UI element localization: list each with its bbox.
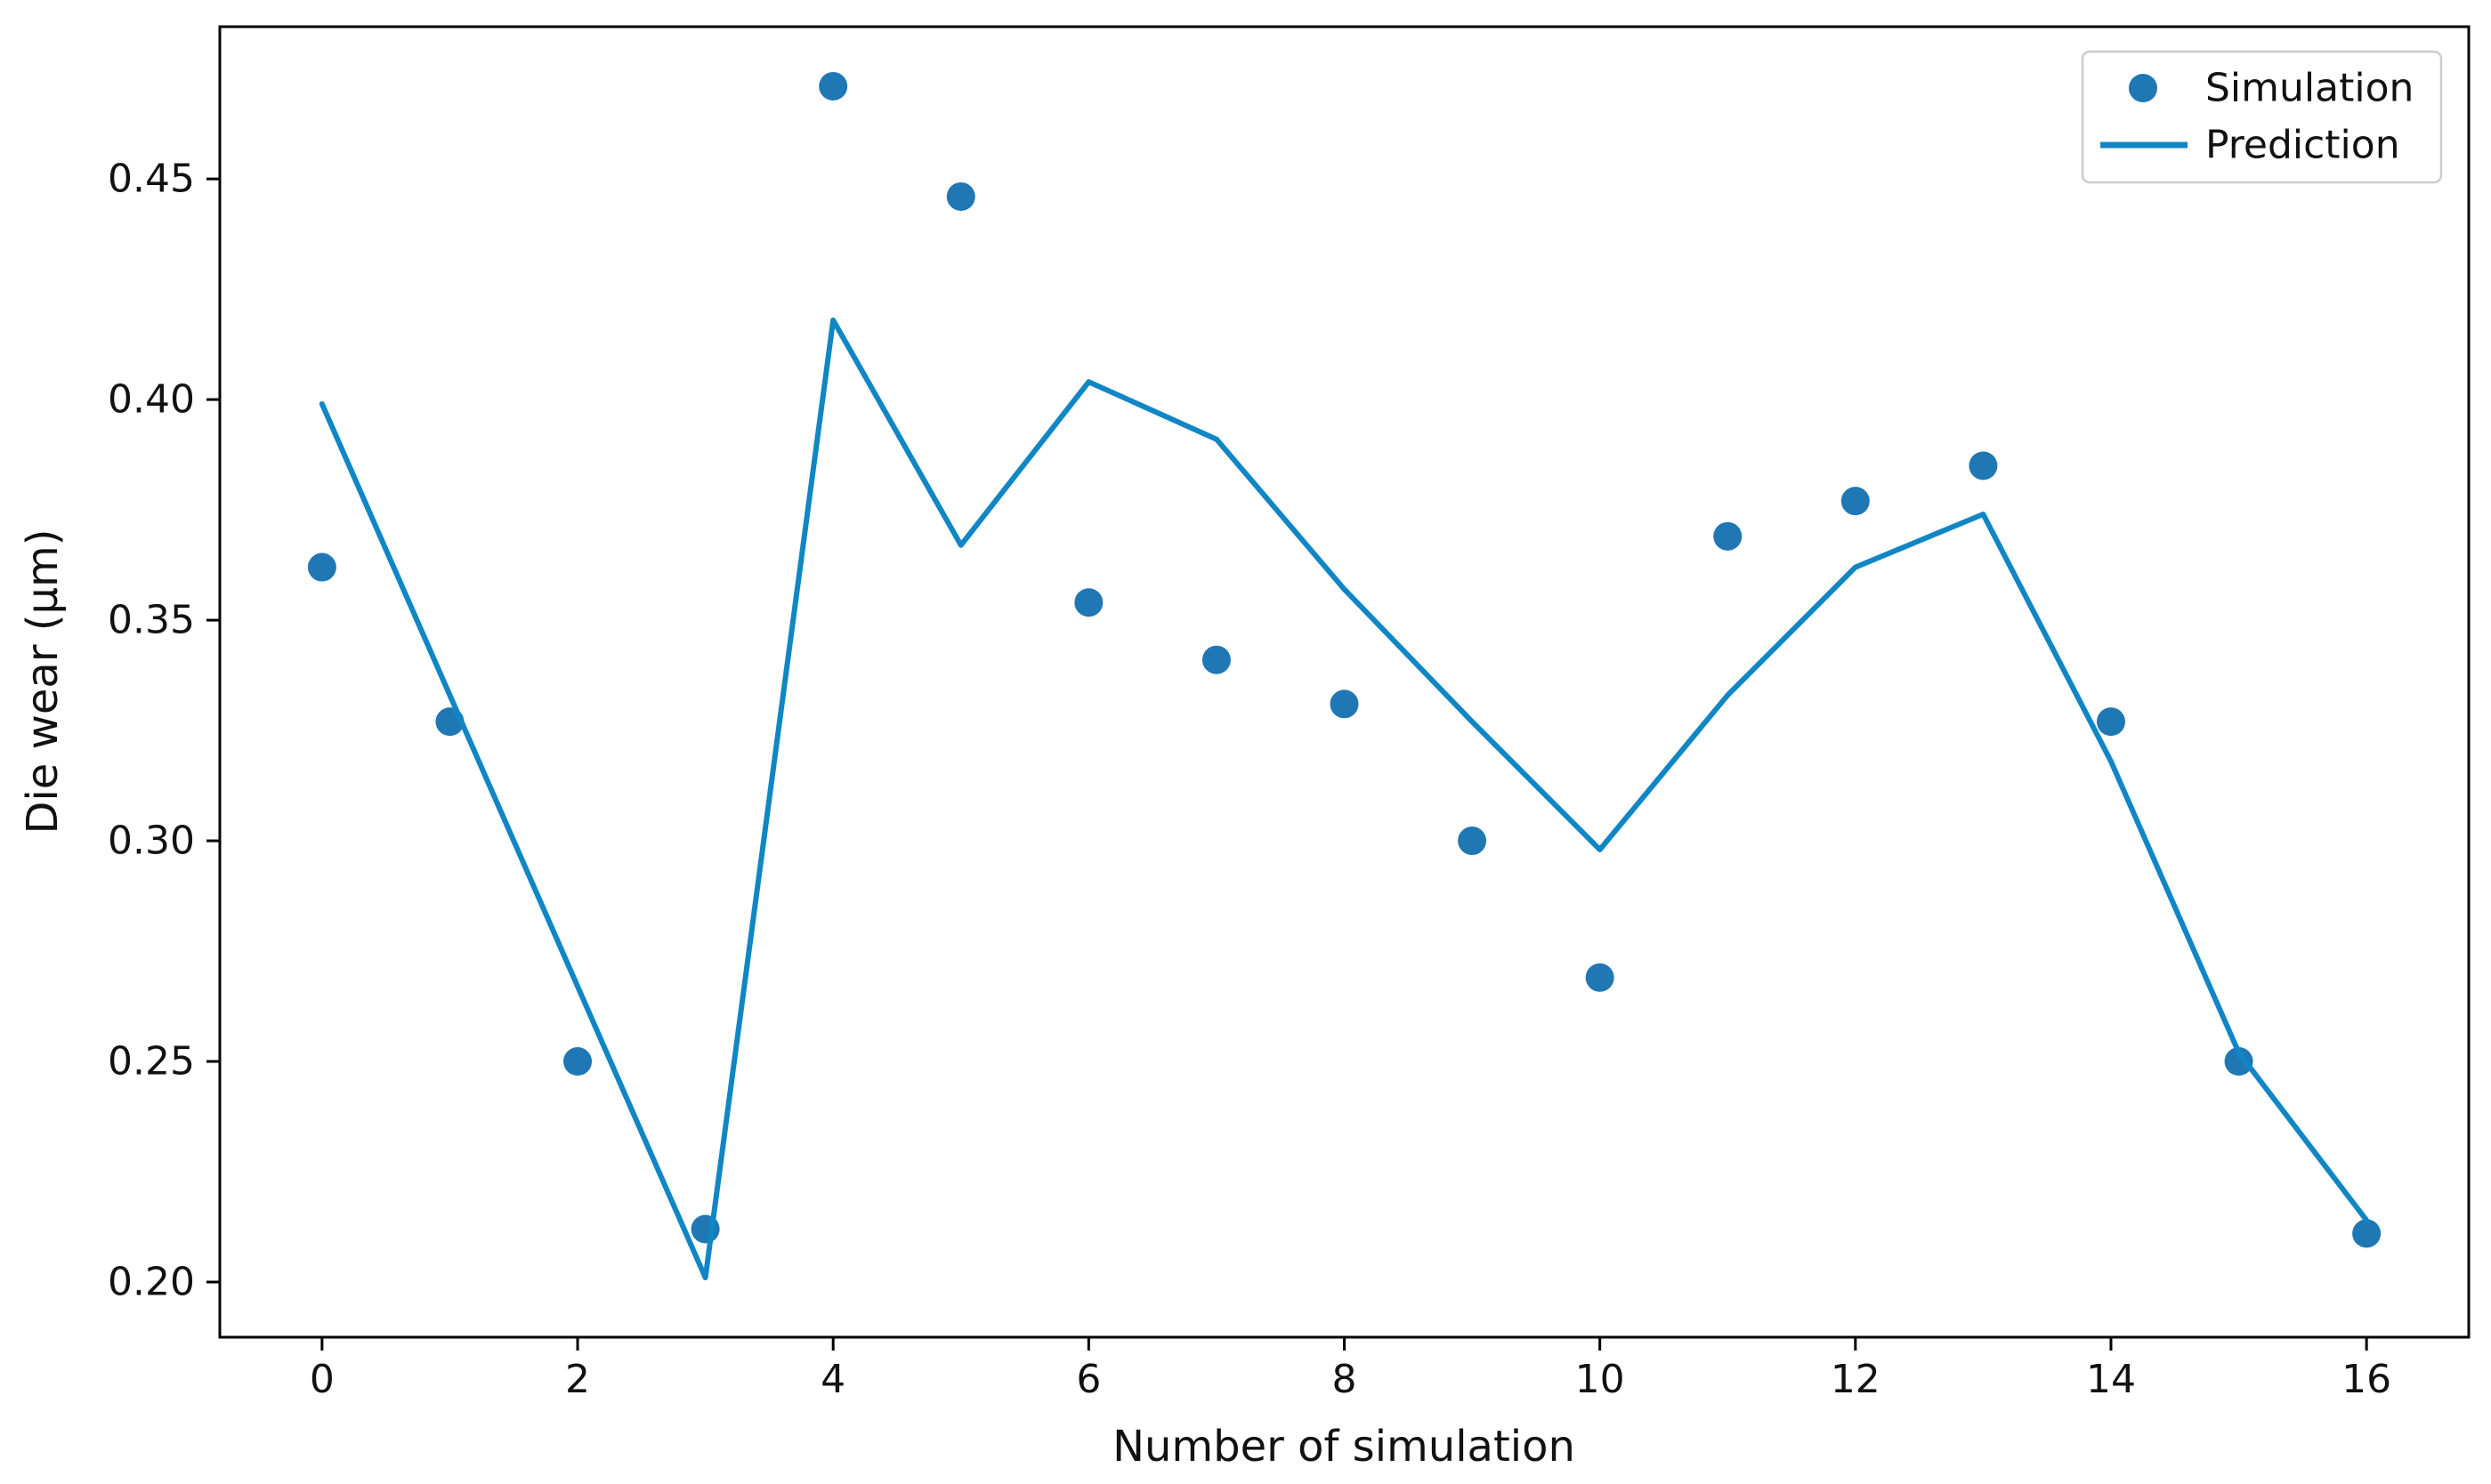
simulation-point xyxy=(1201,645,1231,674)
legend-box xyxy=(2081,50,2443,184)
plot-frame xyxy=(218,25,2471,1339)
simulation-point xyxy=(2224,1047,2253,1077)
y-tick-label: 0.20 xyxy=(108,1260,195,1305)
x-tick-label: 2 xyxy=(565,1357,590,1402)
simulation-point xyxy=(1330,690,1359,719)
simulation-point xyxy=(1074,588,1104,617)
x-tick-label: 10 xyxy=(1575,1357,1625,1402)
x-tick-label: 16 xyxy=(2341,1357,2391,1402)
simulation-point xyxy=(2096,707,2125,737)
y-tick-label: 0.25 xyxy=(108,1039,195,1085)
y-tick-label: 0.30 xyxy=(108,819,195,864)
ticks-layer: 0 2 4 6 8 10 12 14 16 0.20 0.25 0.30 0.35 0.40 0.45 xyxy=(108,157,2391,1402)
simulation-point xyxy=(1969,451,1998,480)
legend: Simulation Prediction xyxy=(2081,50,2443,184)
simulation-point xyxy=(1840,487,1870,516)
simulation-point xyxy=(2352,1219,2382,1248)
series-layer xyxy=(307,71,2382,1281)
simulation-point xyxy=(563,1047,593,1077)
legend-simulation-label: Simulation xyxy=(2205,66,2414,111)
simulation-point xyxy=(1458,827,1487,856)
y-axis-label: Die wear (μm) xyxy=(18,528,68,834)
legend-simulation-marker-icon xyxy=(2129,74,2157,102)
y-tick-label: 0.45 xyxy=(108,157,195,202)
x-tick-label: 12 xyxy=(1831,1357,1880,1402)
y-tick-label: 0.40 xyxy=(108,377,195,423)
x-axis-label: Number of simulation xyxy=(1112,1422,1575,1472)
x-tick-label: 6 xyxy=(1076,1357,1101,1402)
x-tick-label: 4 xyxy=(821,1357,845,1402)
simulation-point xyxy=(307,552,336,582)
simulation-point xyxy=(1585,963,1614,992)
x-tick-label: 0 xyxy=(310,1357,335,1402)
simulation-point xyxy=(1713,521,1743,551)
x-tick-label: 8 xyxy=(1332,1357,1357,1402)
x-tick-label: 14 xyxy=(2086,1357,2136,1402)
prediction-line xyxy=(319,317,2370,1281)
simulation-point xyxy=(946,181,975,211)
simulation-point xyxy=(819,71,848,101)
y-tick-label: 0.35 xyxy=(108,598,195,643)
legend-prediction-label: Prediction xyxy=(2205,123,2400,168)
